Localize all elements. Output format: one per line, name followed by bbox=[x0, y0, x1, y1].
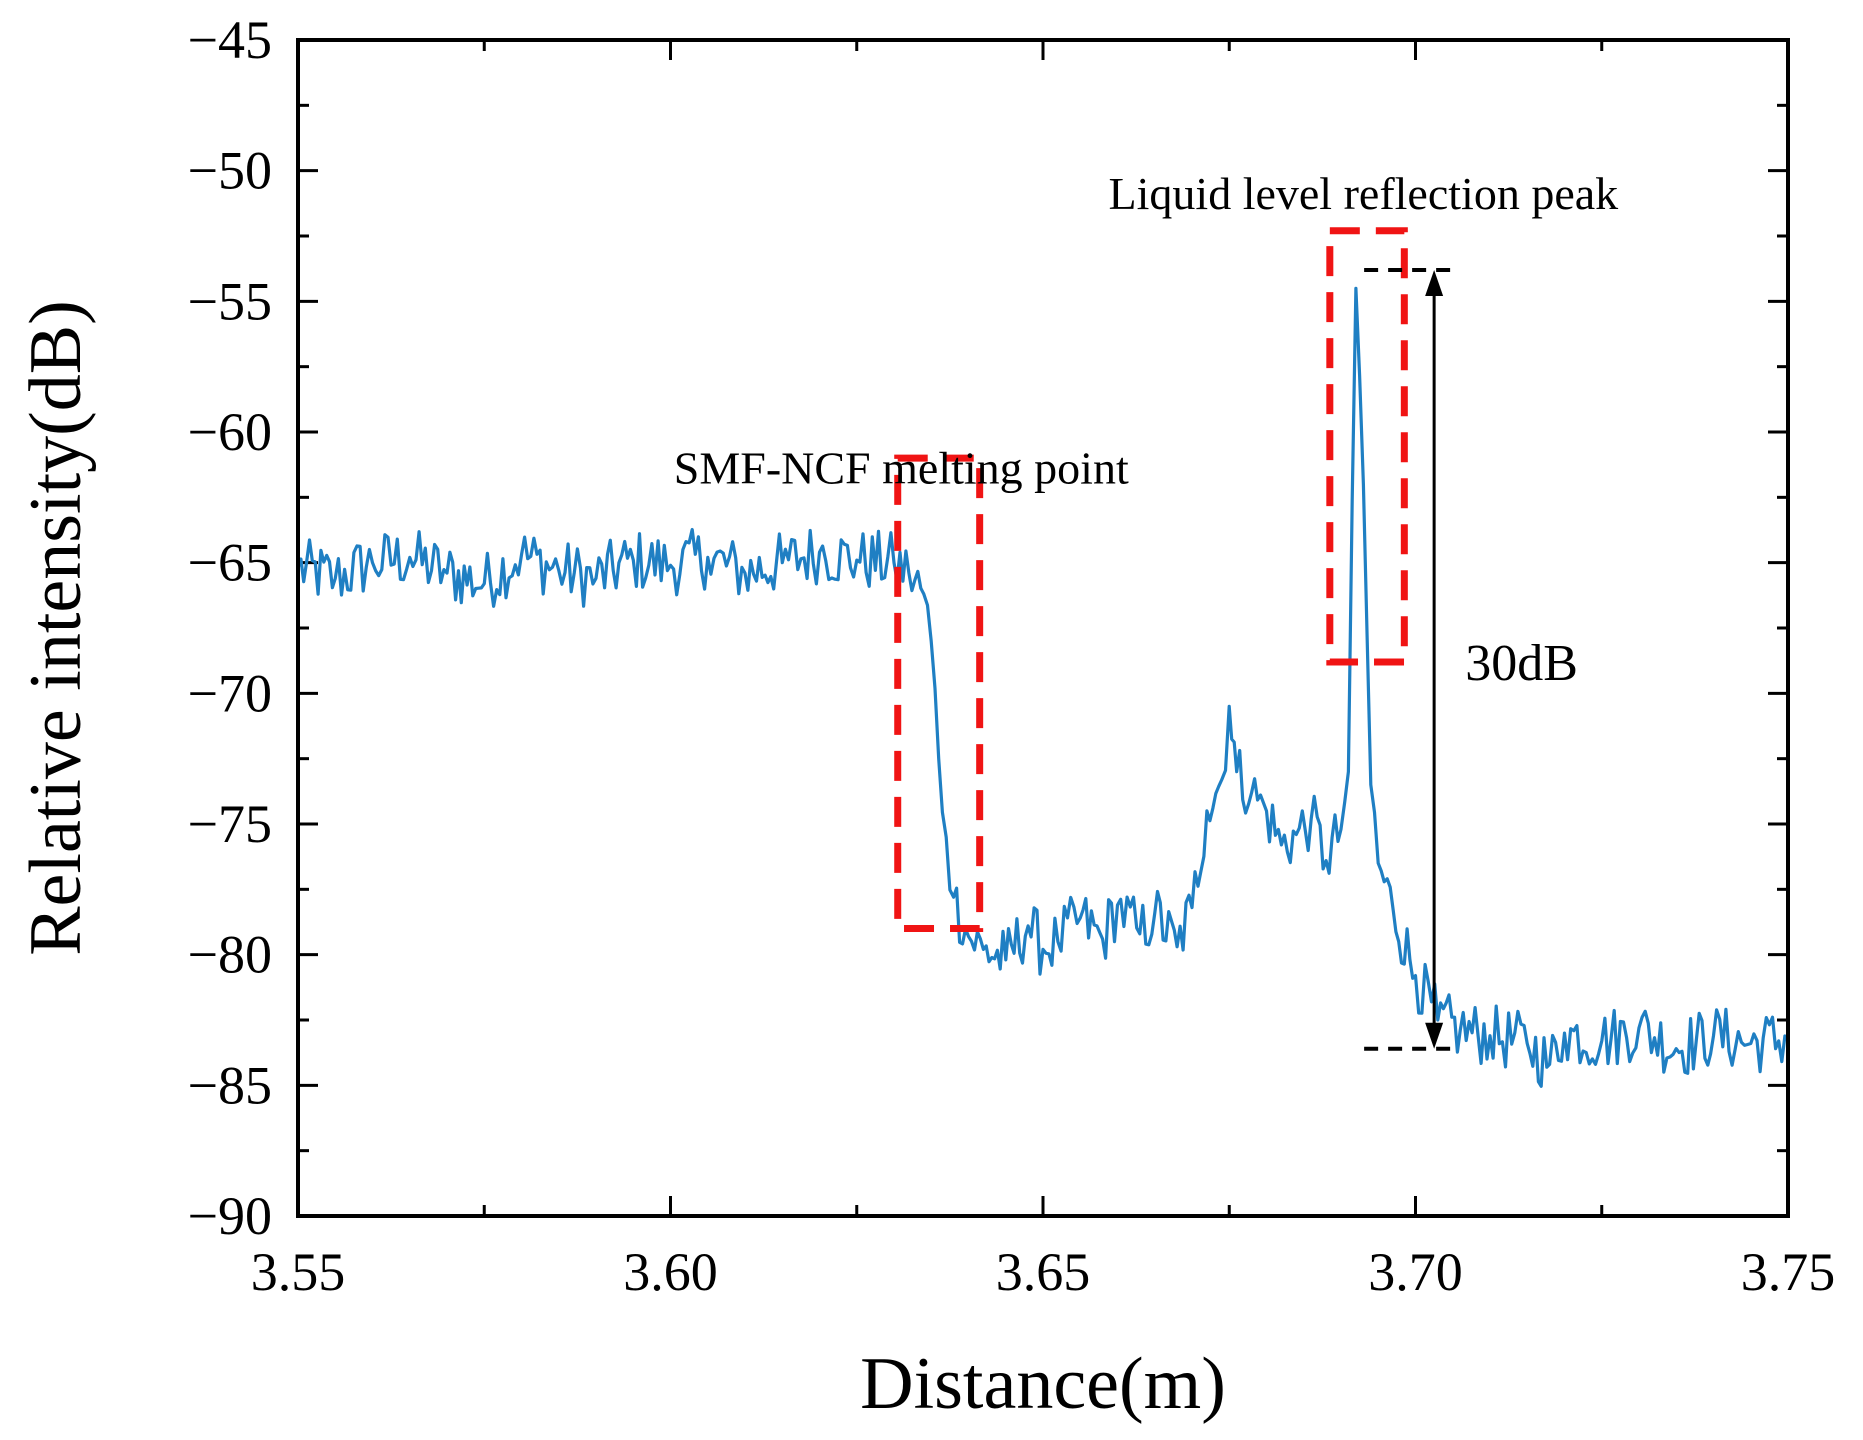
y-tick-label: −85 bbox=[188, 1055, 272, 1115]
x-tick-label: 3.60 bbox=[623, 1242, 718, 1302]
highlight-box bbox=[894, 454, 984, 933]
y-tick-label: −55 bbox=[188, 271, 272, 331]
measure-arrow-head-up bbox=[1425, 269, 1444, 296]
x-tick-label: 3.70 bbox=[1368, 1242, 1463, 1302]
plot-frame bbox=[296, 38, 1790, 1218]
y-tick-label: −70 bbox=[188, 663, 272, 723]
measurement bbox=[1364, 267, 1460, 1051]
y-tick-label: −90 bbox=[188, 1186, 272, 1246]
highlight-box bbox=[1326, 227, 1408, 666]
y-tick-label: −50 bbox=[188, 141, 272, 201]
annotation-30db: 30dB bbox=[1465, 635, 1578, 692]
annotation-reflection-peak: Liquid level reflection peak bbox=[1109, 168, 1619, 219]
x-tick-labels: 3.55 3.60 3.65 3.70 3.75 bbox=[251, 1242, 1836, 1302]
series-layer bbox=[296, 286, 1789, 1088]
y-tick-label: −75 bbox=[188, 794, 272, 854]
highlight-boxes bbox=[894, 227, 1408, 933]
y-tick-label: −45 bbox=[188, 10, 272, 70]
y-tick-labels: −45 −50 −55 −60 −65 −70 −75 −80 −85 −90 bbox=[188, 10, 272, 1246]
x-axis-title: Distance(m) bbox=[860, 1343, 1226, 1425]
y-axis-title: Relative intensity(dB) bbox=[15, 300, 97, 956]
x-tick-label: 3.55 bbox=[251, 1242, 346, 1302]
measure-arrow-head-down bbox=[1425, 1022, 1444, 1049]
x-tick-label: 3.65 bbox=[996, 1242, 1091, 1302]
y-tick-label: −80 bbox=[188, 925, 272, 985]
y-tick-label: −60 bbox=[188, 402, 272, 462]
series-line bbox=[296, 286, 1789, 1088]
annotation-melting-point: SMF-NCF melting point bbox=[674, 442, 1129, 493]
x-tick-label: 3.75 bbox=[1741, 1242, 1836, 1302]
y-tick-label: −65 bbox=[188, 533, 272, 593]
